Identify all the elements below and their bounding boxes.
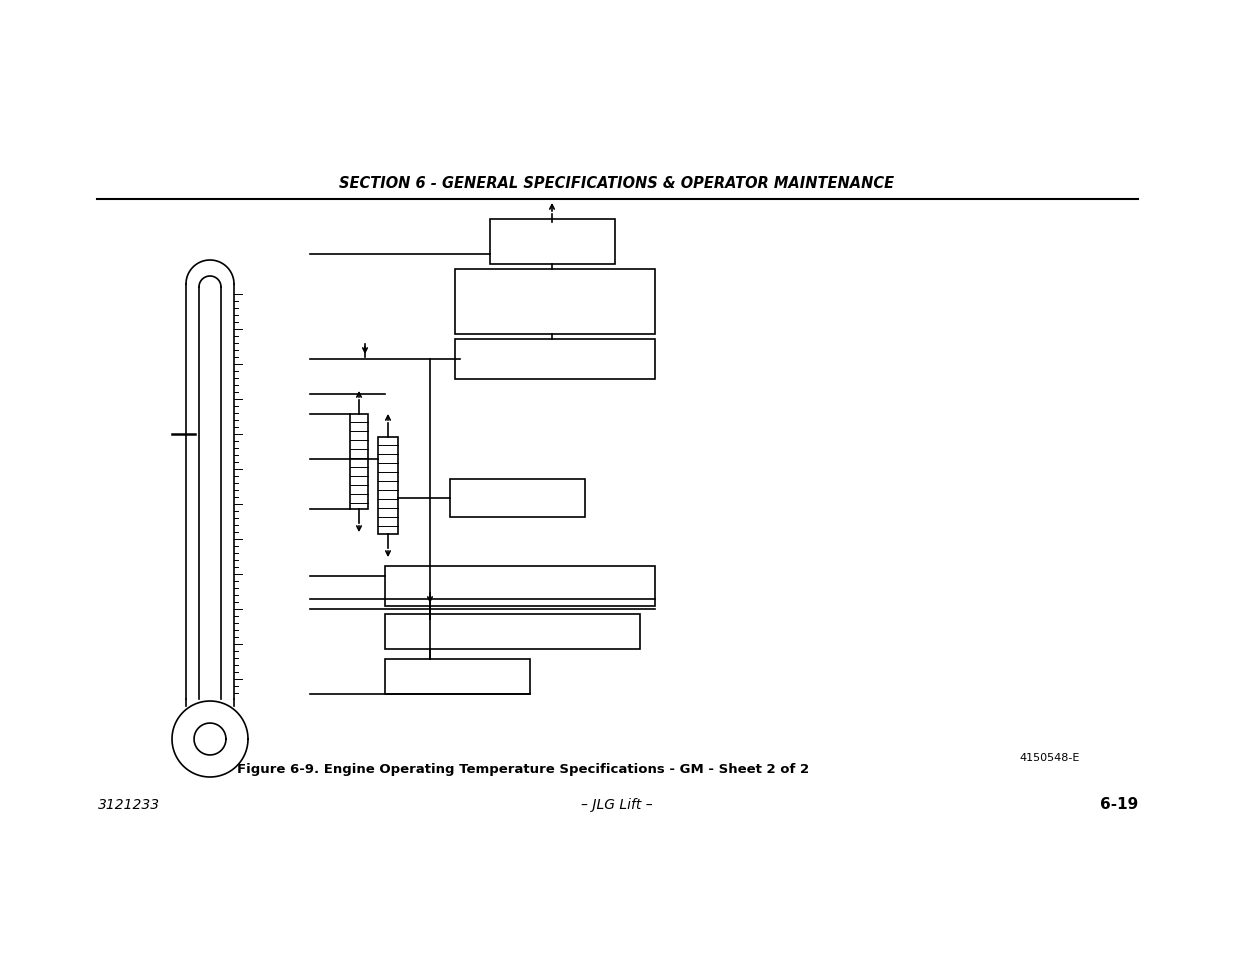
Bar bbox=[454, 339, 655, 379]
Bar bbox=[378, 437, 398, 535]
Text: 3121233: 3121233 bbox=[98, 797, 161, 811]
Bar bbox=[450, 479, 585, 517]
Bar bbox=[454, 270, 655, 335]
Text: SECTION 6 - GENERAL SPECIFICATIONS & OPERATOR MAINTENANCE: SECTION 6 - GENERAL SPECIFICATIONS & OPE… bbox=[340, 175, 894, 191]
Bar bbox=[350, 415, 368, 510]
Bar bbox=[385, 659, 530, 695]
Text: Figure 6-9. Engine Operating Temperature Specifications - GM - Sheet 2 of 2: Figure 6-9. Engine Operating Temperature… bbox=[237, 762, 809, 776]
Bar bbox=[385, 615, 640, 649]
Text: – JLG Lift –: – JLG Lift – bbox=[582, 797, 653, 811]
Text: 4150548-E: 4150548-E bbox=[1020, 752, 1081, 762]
Bar bbox=[490, 220, 615, 265]
Bar bbox=[385, 566, 655, 606]
Text: 6-19: 6-19 bbox=[1099, 797, 1137, 812]
